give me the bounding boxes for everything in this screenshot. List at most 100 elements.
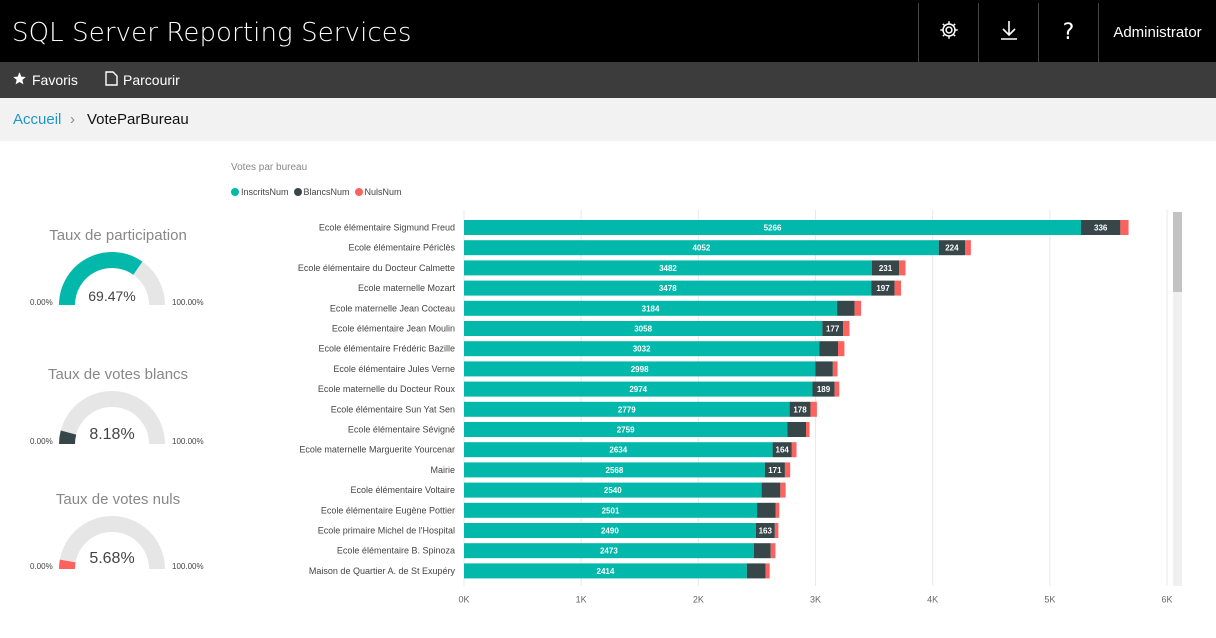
bar-segment-nulsnum[interactable]	[810, 401, 817, 417]
y-category-label: Ecole élémentaire B. Spinoza	[337, 546, 455, 556]
bar-segment-nulsnum[interactable]	[899, 260, 906, 276]
bar-segment-blancsnum[interactable]	[819, 341, 838, 357]
bar-segment-blancsnum[interactable]	[764, 462, 785, 478]
bar-segment-nulsnum[interactable]	[834, 381, 840, 397]
data-label: 4052	[692, 244, 710, 253]
bar-segment-blancsnum[interactable]	[1080, 220, 1121, 235]
gauge-arc	[59, 391, 165, 445]
user-menu[interactable]: Administrator	[1098, 3, 1216, 62]
bar-segment-nulsnum[interactable]	[774, 523, 779, 538]
bar-segment-inscritsnum[interactable]	[464, 220, 1081, 235]
browse-link[interactable]: Parcourir	[105, 62, 180, 98]
legend-item-nuls[interactable]: NulsNum	[354, 187, 402, 197]
bar-segment-inscritsnum[interactable]	[464, 523, 756, 538]
bar-segment-inscritsnum[interactable]	[464, 280, 872, 296]
download-button[interactable]	[978, 3, 1038, 62]
breadcrumb-home-link[interactable]: Accueil	[13, 111, 62, 128]
legend-dot	[293, 188, 302, 196]
bar-segment-nulsnum[interactable]	[806, 422, 810, 437]
data-label: 336	[1094, 224, 1108, 233]
chart-legend: InscritsNum BlancsNum NulsNum	[231, 187, 407, 197]
gauge-max: 100.00%	[172, 562, 204, 571]
bar-segment-blancsnum[interactable]	[815, 361, 833, 377]
bar-segment-inscritsnum[interactable]	[464, 482, 762, 498]
favorites-link[interactable]: Favoris	[12, 62, 78, 98]
data-label: 2759	[617, 426, 635, 435]
bar-segment-nulsnum[interactable]	[965, 240, 971, 256]
bar-segment-blancsnum[interactable]	[871, 260, 900, 276]
bar-segment-nulsnum[interactable]	[791, 442, 797, 458]
gauge-max: 100.00%	[172, 437, 204, 446]
bar-segment-inscritsnum[interactable]	[464, 563, 747, 579]
bar-segment-inscritsnum[interactable]	[464, 240, 939, 256]
bar-segment-inscritsnum[interactable]	[464, 401, 790, 417]
x-tick-label: 6K	[1161, 595, 1172, 605]
gauge-value: 69.47%	[88, 288, 136, 304]
bar-segment-inscritsnum[interactable]	[464, 341, 820, 357]
bar-segment-blancsnum[interactable]	[871, 280, 895, 296]
bar-segment-inscritsnum[interactable]	[464, 543, 754, 559]
bar-segment-blancsnum[interactable]	[837, 300, 855, 316]
gauge-max: 100.00%	[172, 298, 204, 307]
bar-segment-nulsnum[interactable]	[894, 280, 902, 296]
bar-segment-inscritsnum[interactable]	[464, 462, 765, 478]
data-label: 3058	[634, 325, 652, 334]
bar-segment-blancsnum[interactable]	[746, 563, 766, 579]
bar-segment-blancsnum[interactable]	[787, 422, 807, 437]
gear-icon	[938, 19, 960, 46]
bar-segment-inscritsnum[interactable]	[464, 502, 758, 518]
bar-segment-blancsnum[interactable]	[755, 523, 775, 538]
bar-segment-blancsnum[interactable]	[757, 502, 776, 518]
bar-segment-blancsnum[interactable]	[772, 442, 792, 458]
bar-segment-blancsnum[interactable]	[938, 240, 966, 256]
top-bar: SQL Server Reporting Services ? Administ…	[0, 0, 1216, 62]
data-label: 3478	[659, 284, 677, 293]
bar-segment-blancsnum[interactable]	[761, 482, 781, 498]
settings-button[interactable]	[918, 3, 978, 62]
help-button[interactable]: ?	[1038, 3, 1098, 62]
bar-segment-nulsnum[interactable]	[843, 321, 850, 336]
y-category-label: Ecole élémentaire Frédéric Bazille	[318, 344, 455, 354]
bar-segment-nulsnum[interactable]	[854, 300, 862, 316]
bar-segment-inscritsnum[interactable]	[464, 361, 816, 377]
gauge-title: Taux de votes blancs	[47, 366, 189, 383]
bar-segment-inscritsnum[interactable]	[464, 300, 838, 316]
star-icon	[12, 71, 32, 89]
download-icon	[999, 19, 1019, 46]
bar-segment-inscritsnum[interactable]	[464, 442, 773, 458]
bar-segment-nulsnum[interactable]	[780, 482, 786, 498]
bar-segment-inscritsnum[interactable]	[464, 321, 823, 336]
browse-label: Parcourir	[123, 72, 180, 88]
x-tick-label: 1K	[576, 595, 587, 605]
bar-segment-inscritsnum[interactable]	[464, 260, 872, 276]
bar-segment-nulsnum[interactable]	[837, 341, 845, 357]
data-label: 2490	[601, 527, 619, 536]
bar-segment-nulsnum[interactable]	[770, 543, 776, 559]
data-label: 2414	[597, 567, 615, 576]
legend-dot	[231, 188, 239, 196]
bar-segment-blancsnum[interactable]	[822, 321, 844, 336]
data-label: 2501	[602, 506, 620, 515]
y-category-label: Ecole élémentaire Sigmund Freud	[319, 223, 455, 233]
bar-segment-nulsnum[interactable]	[832, 361, 838, 377]
bar-segment-blancsnum[interactable]	[789, 401, 811, 417]
x-tick-label: 5K	[1044, 595, 1055, 605]
y-category-label: Ecole maternelle Jean Cocteau	[330, 303, 455, 313]
bar-segment-nulsnum[interactable]	[775, 502, 780, 518]
bar-segment-nulsnum[interactable]	[1120, 220, 1129, 235]
bar-segment-nulsnum[interactable]	[784, 462, 791, 478]
bar-segment-inscritsnum[interactable]	[464, 381, 813, 397]
x-tick-label: 4K	[927, 595, 938, 605]
bar-segment-inscritsnum[interactable]	[464, 422, 788, 437]
legend-item-inscrits[interactable]: InscritsNum	[231, 187, 289, 197]
bar-segment-blancsnum[interactable]	[753, 543, 771, 559]
chart-scrollbar[interactable]	[1173, 212, 1182, 586]
gauge-track	[59, 391, 165, 445]
y-category-label: Ecole maternelle du Docteur Roux	[318, 384, 456, 394]
bar-segment-nulsnum[interactable]	[765, 563, 770, 579]
bar-segment-blancsnum[interactable]	[812, 381, 835, 397]
chart-scrollbar-thumb[interactable]	[1173, 212, 1182, 292]
legend-label: InscritsNum	[241, 187, 289, 197]
data-label: 2473	[600, 547, 618, 556]
legend-item-blancs[interactable]: BlancsNum	[293, 187, 350, 197]
